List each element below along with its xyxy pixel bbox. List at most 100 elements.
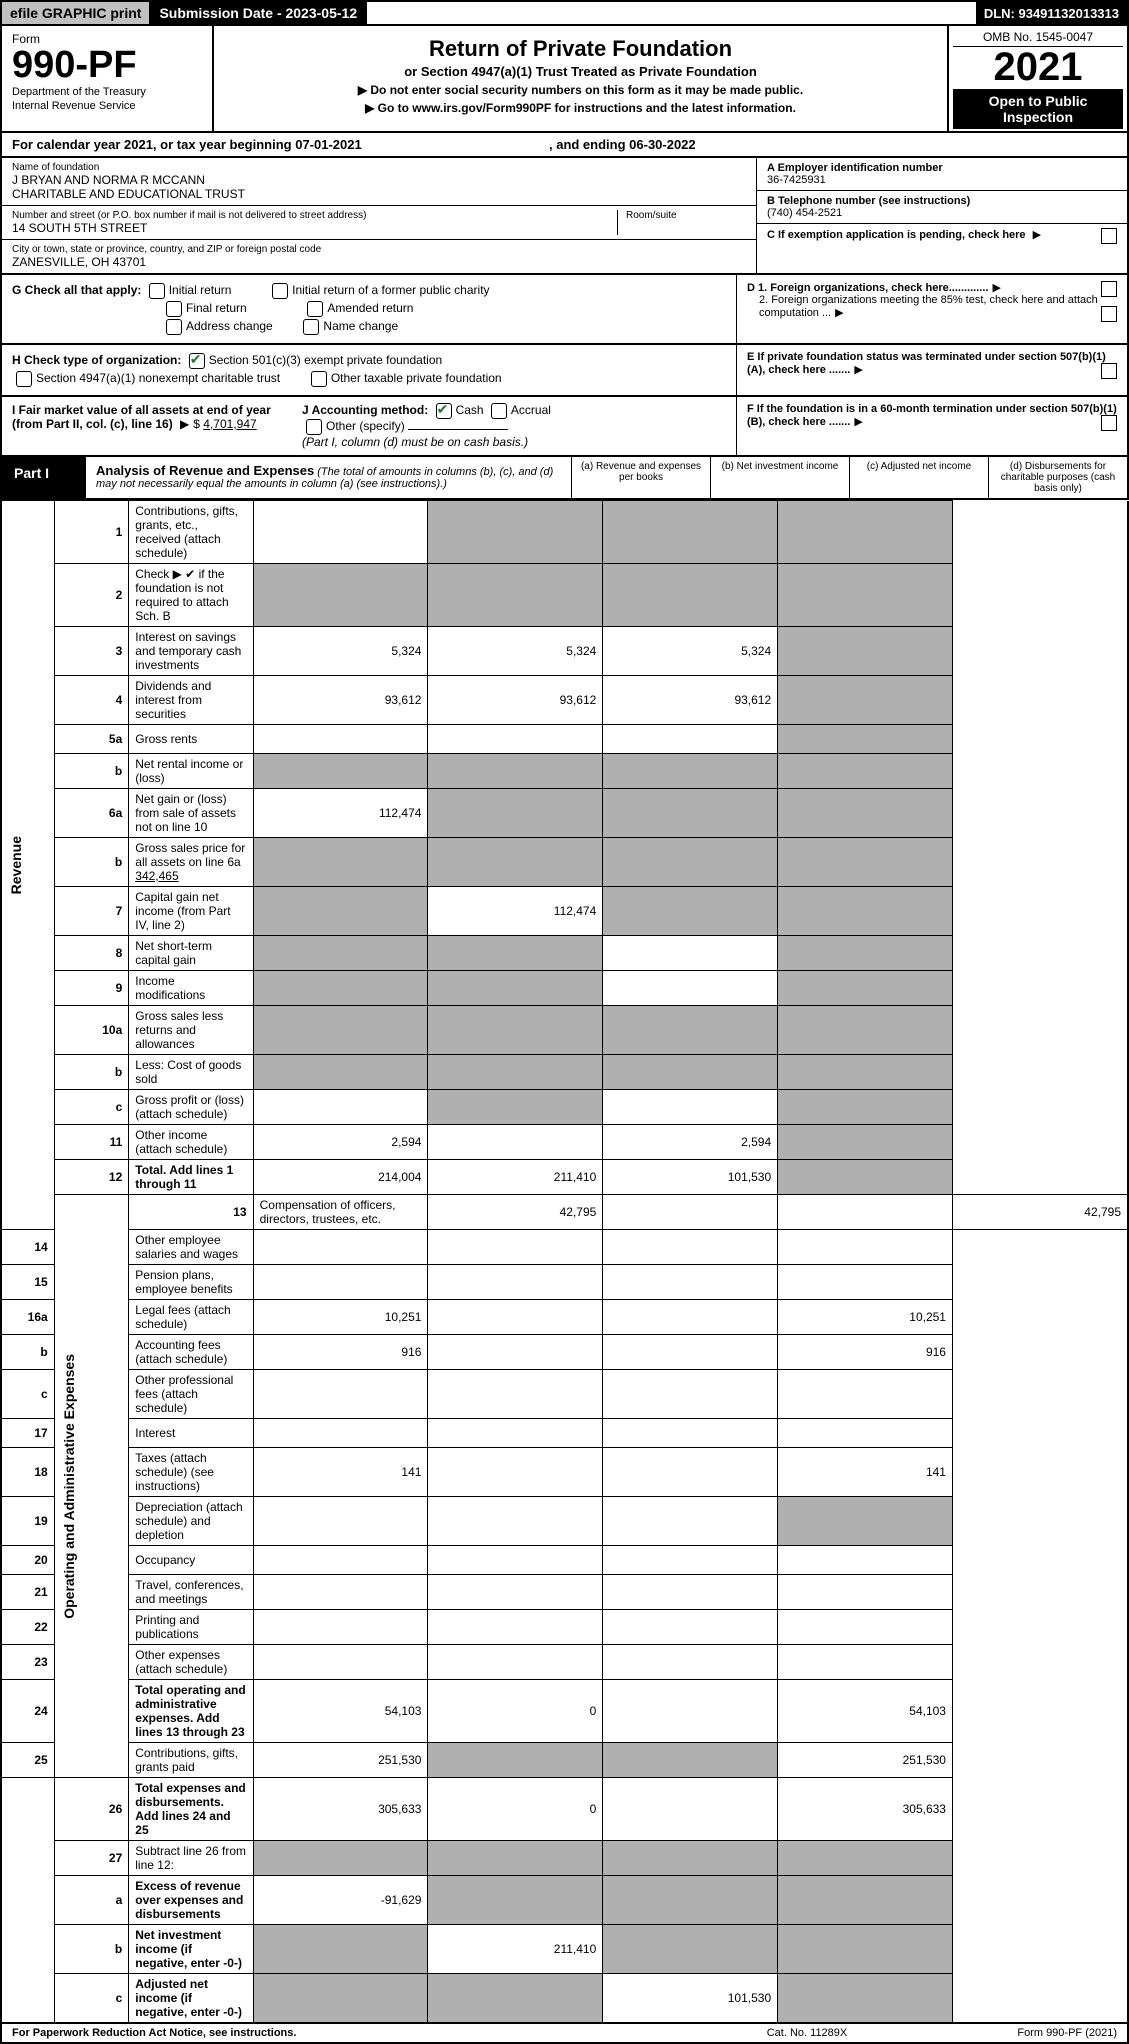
row-7-b: 112,474 xyxy=(428,887,603,936)
tax-year: 2021 xyxy=(953,47,1123,87)
row-24-desc: Total operating and administrative expen… xyxy=(129,1680,253,1743)
lbl-addr: Address change xyxy=(186,319,273,333)
row-3-a: 5,324 xyxy=(253,627,428,676)
col-c-head: (c) Adjusted net income xyxy=(849,457,988,498)
row-10b-num: b xyxy=(54,1055,129,1090)
dept-treasury: Department of the Treasury xyxy=(12,86,202,98)
exemption-label: C If exemption application is pending, c… xyxy=(767,229,1026,241)
chk-addr[interactable] xyxy=(166,319,182,335)
row-1-num: 1 xyxy=(54,501,129,564)
chk-d2[interactable] xyxy=(1101,306,1117,322)
lbl-cash: Cash xyxy=(456,403,484,417)
row-12-b: 211,410 xyxy=(428,1160,603,1195)
row-25-d: 251,530 xyxy=(778,1743,953,1778)
row-9-num: 9 xyxy=(54,971,129,1006)
row-17-desc: Interest xyxy=(129,1419,253,1448)
row-27a-num: a xyxy=(54,1876,129,1925)
row-5b-desc: Net rental income or (loss) xyxy=(129,754,253,789)
row-24-b: 0 xyxy=(428,1680,603,1743)
row-26-num: 26 xyxy=(54,1778,129,1841)
row-16b-num: b xyxy=(1,1335,54,1370)
part1-header: Part I Analysis of Revenue and Expenses … xyxy=(0,457,1129,500)
chk-namechg[interactable] xyxy=(303,319,319,335)
chk-501c3[interactable] xyxy=(189,353,205,369)
row-16a-d: 10,251 xyxy=(778,1300,953,1335)
chk-initial[interactable] xyxy=(149,283,165,299)
room-label: Room/suite xyxy=(626,210,746,221)
row-7-desc: Capital gain net income (from Part IV, l… xyxy=(129,887,253,936)
h-label: H Check type of organization: xyxy=(12,353,181,367)
col-a-head: (a) Revenue and expenses per books xyxy=(571,457,710,498)
row-4-desc: Dividends and interest from securities xyxy=(129,676,253,725)
row-15-desc: Pension plans, employee benefits xyxy=(129,1265,253,1300)
row-7-num: 7 xyxy=(54,887,129,936)
row-27c-c: 101,530 xyxy=(603,1974,778,2024)
row-5a-num: 5a xyxy=(54,725,129,754)
row-3-num: 3 xyxy=(54,627,129,676)
row-15-num: 15 xyxy=(1,1265,54,1300)
row-27a-a: -91,629 xyxy=(253,1876,428,1925)
instructions-link[interactable]: ▶ Go to www.irs.gov/Form990PF for instru… xyxy=(224,101,937,115)
row-14-num: 14 xyxy=(1,1230,54,1265)
identity-block: Name of foundation J BRYAN AND NORMA R M… xyxy=(0,158,1129,275)
row-27b-b: 211,410 xyxy=(428,1925,603,1974)
row-24-num: 24 xyxy=(1,1680,54,1743)
chk-other-method[interactable] xyxy=(306,419,322,435)
chk-e[interactable] xyxy=(1101,363,1117,379)
row-26-d: 305,633 xyxy=(778,1778,953,1841)
row-10c-desc: Gross profit or (loss) (attach schedule) xyxy=(129,1090,253,1125)
calendar-year-row: For calendar year 2021, or tax year begi… xyxy=(0,133,1129,158)
row-17-num: 17 xyxy=(1,1419,54,1448)
row-16c-desc: Other professional fees (attach schedule… xyxy=(129,1370,253,1419)
chk-d1[interactable] xyxy=(1101,281,1117,297)
row-19-num: 19 xyxy=(1,1497,54,1546)
chk-init-former[interactable] xyxy=(272,283,288,299)
cal-begin: For calendar year 2021, or tax year begi… xyxy=(12,137,362,152)
row-6a-desc: Net gain or (loss) from sale of assets n… xyxy=(129,789,253,838)
row-13-d: 42,795 xyxy=(952,1195,1128,1230)
row-16a-a: 10,251 xyxy=(253,1300,428,1335)
row-16a-desc: Legal fees (attach schedule) xyxy=(129,1300,253,1335)
efile-print-button[interactable]: efile GRAPHIC print xyxy=(2,2,151,24)
chk-accrual[interactable] xyxy=(491,403,507,419)
row-16b-d: 916 xyxy=(778,1335,953,1370)
lbl-other-taxable: Other taxable private foundation xyxy=(331,371,502,385)
ssn-warning: ▶ Do not enter social security numbers o… xyxy=(224,83,937,97)
exemption-checkbox[interactable] xyxy=(1101,228,1117,244)
row-16c-num: c xyxy=(1,1370,54,1419)
ij-row: I Fair market value of all assets at end… xyxy=(0,397,1129,457)
chk-other-taxable[interactable] xyxy=(311,371,327,387)
open-public-badge: Open to Public Inspection xyxy=(953,89,1123,129)
i-value: 4,701,947 xyxy=(203,417,256,431)
chk-final[interactable] xyxy=(166,301,182,317)
part1-title: Analysis of Revenue and Expenses xyxy=(96,463,314,478)
form-number: 990-PF xyxy=(12,46,202,84)
row-2-desc: Check ▶ ✔ if the foundation is not requi… xyxy=(129,564,253,627)
addr-label: Number and street (or P.O. box number if… xyxy=(12,210,617,221)
foundation-name-2: CHARITABLE AND EDUCATIONAL TRUST xyxy=(12,187,746,201)
row-12-num: 12 xyxy=(54,1160,129,1195)
row-26-b: 0 xyxy=(428,1778,603,1841)
row-8-desc: Net short-term capital gain xyxy=(129,936,253,971)
paperwork-notice: For Paperwork Reduction Act Notice, see … xyxy=(12,2027,697,2039)
g-checks-row: G Check all that apply: Initial return I… xyxy=(0,275,1129,345)
row-26-a: 305,633 xyxy=(253,1778,428,1841)
form-subtitle: or Section 4947(a)(1) Trust Treated as P… xyxy=(224,64,937,79)
chk-4947[interactable] xyxy=(16,371,32,387)
lbl-namechg: Name change xyxy=(323,319,398,333)
row-10c-num: c xyxy=(54,1090,129,1125)
row-14-desc: Other employee salaries and wages xyxy=(129,1230,253,1265)
phone-value: (740) 454-2521 xyxy=(767,207,1117,219)
chk-cash[interactable] xyxy=(436,403,452,419)
row-27-num: 27 xyxy=(54,1841,129,1876)
chk-f[interactable] xyxy=(1101,415,1117,431)
row-12-desc: Total. Add lines 1 through 11 xyxy=(129,1160,253,1195)
row-18-desc: Taxes (attach schedule) (see instruction… xyxy=(129,1448,253,1497)
row-10a-desc: Gross sales less returns and allowances xyxy=(129,1006,253,1055)
chk-amended[interactable] xyxy=(307,301,323,317)
row-11-a: 2,594 xyxy=(253,1125,428,1160)
row-11-c: 2,594 xyxy=(603,1125,778,1160)
row-10a-num: 10a xyxy=(54,1006,129,1055)
form-ref: Form 990-PF (2021) xyxy=(917,2027,1117,2039)
foundation-name-1: J BRYAN AND NORMA R MCCANN xyxy=(12,173,746,187)
